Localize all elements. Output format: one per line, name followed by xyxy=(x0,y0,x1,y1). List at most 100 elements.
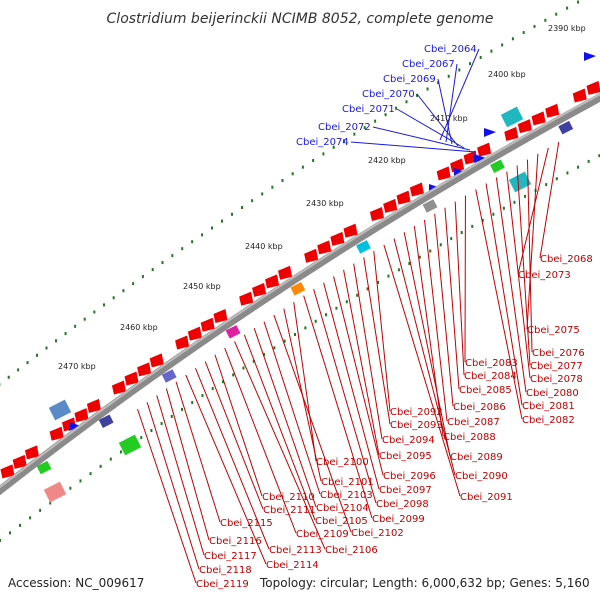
gene-label[interactable]: Cbei_2115 xyxy=(220,518,273,529)
gene-arrow xyxy=(531,111,546,126)
gene-block xyxy=(118,434,142,456)
gene-label[interactable]: Cbei_2093 xyxy=(390,420,443,431)
leader-line xyxy=(413,226,444,437)
gene-label[interactable]: Cbei_2080 xyxy=(526,388,579,399)
tick-mark xyxy=(39,508,42,512)
tick-mark xyxy=(502,206,505,210)
tick-mark xyxy=(79,479,82,483)
gene-arrow xyxy=(74,408,89,423)
gene-label[interactable]: Cbei_2099 xyxy=(372,514,425,525)
leader-line xyxy=(343,269,380,456)
gene-label[interactable]: Cbei_2067 xyxy=(402,59,455,70)
gene-label[interactable]: Cbei_2106 xyxy=(325,545,378,556)
gene-arrow xyxy=(343,223,358,238)
gene-block xyxy=(98,414,114,428)
gene-label[interactable]: Cbei_2089 xyxy=(450,452,503,463)
gene-label[interactable]: Cbei_2072 xyxy=(318,122,371,133)
tick-mark xyxy=(332,145,335,149)
gene-label[interactable]: Cbei_2076 xyxy=(532,348,585,359)
gene-label[interactable]: Cbei_2105 xyxy=(315,516,368,527)
tick-mark xyxy=(555,12,558,16)
leader-line xyxy=(313,289,377,504)
gene-label[interactable]: Cbei_2073 xyxy=(518,270,571,281)
gene-label[interactable]: Cbei_2104 xyxy=(316,503,369,514)
tick-mark xyxy=(201,394,204,398)
leader-line xyxy=(323,282,380,490)
gene-arrow xyxy=(213,309,228,324)
gene-label[interactable]: Cbei_2074 xyxy=(296,137,349,148)
gene-label[interactable]: Cbei_2091 xyxy=(460,492,513,503)
gene-label[interactable]: Cbei_2100 xyxy=(316,457,369,468)
right-gene-labels: Cbei_2068 Cbei_2073 Cbei_2075 Cbei_2076 … xyxy=(196,254,593,590)
tick-mark xyxy=(408,261,411,265)
gene-label[interactable]: Cbei_2096 xyxy=(383,471,436,482)
gene-label[interactable]: Cbei_2087 xyxy=(447,417,500,428)
gene-label[interactable]: Cbei_2083 xyxy=(465,358,518,369)
gene-label[interactable]: Cbei_2088 xyxy=(443,432,496,443)
leader-line xyxy=(195,368,270,550)
gene-label[interactable]: Cbei_2109 xyxy=(296,529,349,540)
gene-label[interactable]: Cbei_2064 xyxy=(424,44,477,55)
gene-label[interactable]: Cbei_2103 xyxy=(320,490,373,501)
gene-arrow xyxy=(545,103,560,118)
gene-label[interactable]: Cbei_2102 xyxy=(351,528,404,539)
gene-features xyxy=(0,52,600,503)
gene-label[interactable]: Cbei_2070 xyxy=(362,89,415,100)
tick-mark xyxy=(437,81,440,85)
gene-arrow xyxy=(477,142,492,157)
gene-label[interactable]: Cbei_2110 xyxy=(262,492,315,503)
leader-line xyxy=(516,165,531,366)
gene-label[interactable]: Cbei_2119 xyxy=(196,579,249,590)
gene-label[interactable]: Cbei_2113 xyxy=(269,545,322,556)
tick-mark xyxy=(533,24,536,28)
tick-mark xyxy=(49,501,52,505)
gene-label[interactable]: Cbei_2078 xyxy=(530,374,583,385)
gene-arrow xyxy=(474,154,486,163)
gene-arrow xyxy=(239,291,254,306)
tick-mark xyxy=(416,93,419,97)
gene-label[interactable]: Cbei_2082 xyxy=(522,415,575,426)
gene-label[interactable]: Cbei_2116 xyxy=(209,536,262,547)
gene-arrow xyxy=(383,198,398,213)
gene-label[interactable]: Cbei_2071 xyxy=(342,104,395,115)
gene-arrow xyxy=(200,317,215,332)
gene-label[interactable]: Cbei_2081 xyxy=(522,401,575,412)
gene-label[interactable]: Cbei_2118 xyxy=(199,565,252,576)
gene-label[interactable]: Cbei_2097 xyxy=(379,485,432,496)
tick-mark xyxy=(171,254,174,258)
gene-label[interactable]: Cbei_2095 xyxy=(379,451,432,462)
leader-line xyxy=(146,402,200,570)
leader-line xyxy=(243,334,316,521)
kbp-label: 2400 kbp xyxy=(488,70,526,79)
gene-label[interactable]: Cbei_2111 xyxy=(263,505,316,516)
leader-line xyxy=(437,78,453,145)
gene-label[interactable]: Cbei_2077 xyxy=(530,361,583,372)
gene-label[interactable]: Cbei_2075 xyxy=(527,325,580,336)
gene-arrow xyxy=(317,240,332,255)
gene-label[interactable]: Cbei_2069 xyxy=(383,74,436,85)
gene-label[interactable]: Cbei_2092 xyxy=(390,407,443,418)
gene-label[interactable]: Cbei_2098 xyxy=(376,499,429,510)
gene-label[interactable]: Cbei_2114 xyxy=(266,560,319,571)
gene-label[interactable]: Cbei_2084 xyxy=(464,371,517,382)
gene-block xyxy=(225,325,241,339)
gene-label[interactable]: Cbei_2117 xyxy=(204,551,257,562)
gene-label[interactable]: Cbei_2086 xyxy=(453,402,506,413)
tick-mark xyxy=(555,177,558,181)
gene-label[interactable]: Cbei_2068 xyxy=(540,254,593,265)
tick-mark xyxy=(405,100,408,104)
tick-mark xyxy=(9,531,12,535)
gene-label[interactable]: Cbei_2090 xyxy=(455,471,508,482)
leader-line xyxy=(485,183,523,406)
gene-label[interactable]: Cbei_2094 xyxy=(382,435,435,446)
tick-mark xyxy=(345,300,348,304)
gene-label[interactable]: Cbei_2085 xyxy=(459,385,512,396)
gene-label[interactable]: Cbei_2101 xyxy=(321,477,374,488)
tick-mark xyxy=(17,368,20,372)
tick-mark xyxy=(294,333,296,336)
gene-arrow xyxy=(572,88,587,103)
leader-line xyxy=(539,141,560,259)
tick-mark xyxy=(273,346,276,350)
gene-arrow xyxy=(450,158,465,173)
